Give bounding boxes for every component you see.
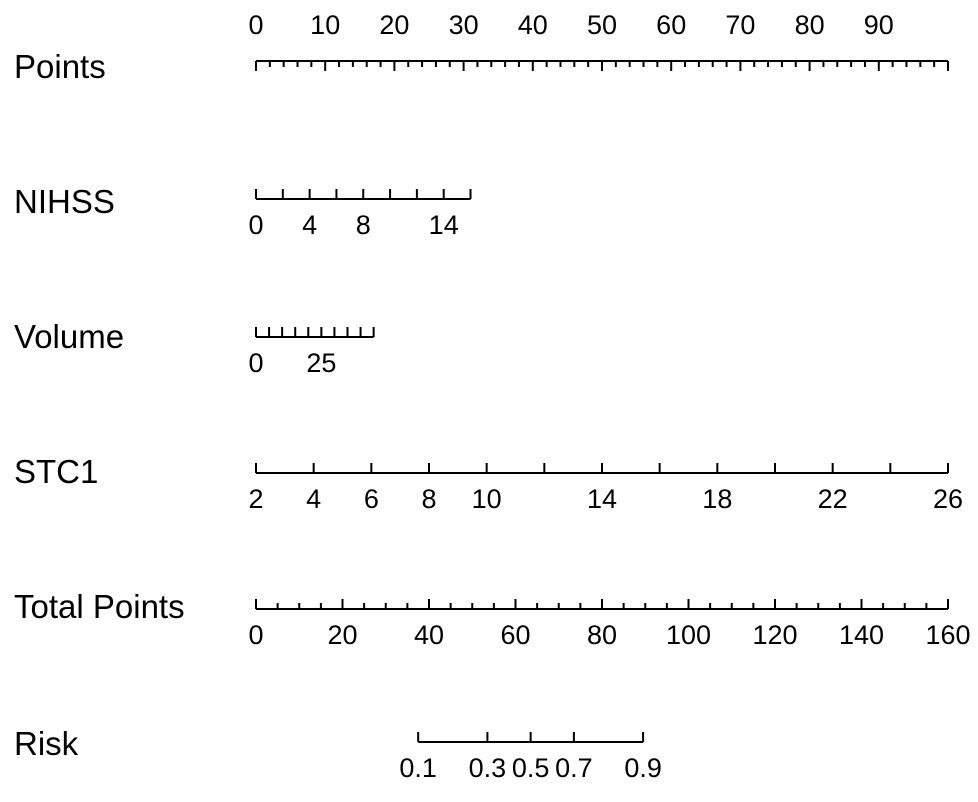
tick-label-total-points-80: 80 [587,620,617,650]
tick-label-risk-0-3: 0.3 [469,753,507,783]
tick-label-total-points-40: 40 [414,620,444,650]
tick-label-stc1-4: 4 [306,484,321,514]
tick-label-total-points-100: 100 [666,620,711,650]
row-stc1: STC1 2 4 6 8 10 14 18 22 26 [14,453,963,514]
tick-label-stc1-10: 10 [472,484,502,514]
tick-label-stc1-14: 14 [587,484,617,514]
tick-label-points-70: 70 [725,10,755,40]
tick-label-points-10: 10 [310,10,340,40]
row-label-points: Points [14,48,106,85]
tick-label-total-points-160: 160 [925,620,970,650]
tick-label-nihss-4: 4 [302,210,317,240]
tick-label-nihss-0: 0 [248,210,263,240]
tick-label-total-points-120: 120 [752,620,797,650]
tick-label-points-80: 80 [795,10,825,40]
tick-label-points-20: 20 [379,10,409,40]
row-points: Points 0 10 20 30 40 50 60 70 80 90 [14,10,949,85]
tick-label-points-40: 40 [518,10,548,40]
row-total-points: Total Points 0 20 40 60 80 100 120 140 160 [14,588,971,650]
tick-label-stc1-18: 18 [702,484,732,514]
tick-label-total-points-20: 20 [327,620,357,650]
tick-label-total-points-0: 0 [248,620,263,650]
tick-label-points-0: 0 [248,10,263,40]
tick-label-stc1-26: 26 [933,484,963,514]
row-label-total-points: Total Points [14,588,185,625]
tick-label-points-60: 60 [656,10,686,40]
tick-label-volume-25: 25 [306,348,336,378]
tick-label-stc1-2: 2 [248,484,263,514]
row-label-stc1: STC1 [14,453,98,490]
tick-label-volume-0: 0 [248,348,263,378]
row-risk: Risk 0.1 0.3 0.5 0.7 0.9 [14,725,662,783]
tick-label-risk-0-7: 0.7 [555,753,593,783]
tick-label-stc1-22: 22 [818,484,848,514]
tick-label-risk-0-5: 0.5 [512,753,550,783]
tick-label-risk-0-9: 0.9 [624,753,662,783]
tick-label-total-points-60: 60 [500,620,530,650]
tick-label-nihss-14: 14 [429,210,459,240]
tick-label-stc1-8: 8 [421,484,436,514]
tick-label-nihss-8: 8 [356,210,371,240]
tick-label-total-points-140: 140 [839,620,884,650]
row-label-volume: Volume [14,318,124,355]
row-label-nihss: NIHSS [14,183,115,220]
row-nihss: NIHSS 0 4 8 14 [14,183,472,240]
tick-label-points-30: 30 [449,10,479,40]
tick-label-points-50: 50 [587,10,617,40]
row-label-risk: Risk [14,725,79,762]
tick-label-risk-0-1: 0.1 [399,753,437,783]
tick-label-stc1-6: 6 [364,484,379,514]
row-volume: Volume 0 25 [14,318,375,378]
tick-label-points-90: 90 [864,10,894,40]
